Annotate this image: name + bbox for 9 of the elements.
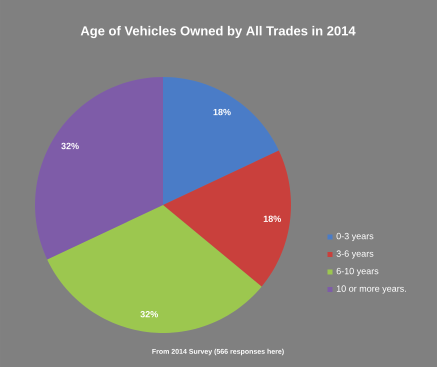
legend-label: 10 or more years.	[336, 285, 406, 294]
legend-label: 3-6 years	[336, 250, 374, 259]
data-label: 18%	[264, 216, 281, 222]
legend-label: 0-3 years	[336, 232, 374, 242]
chart-title: Age of Vehicles Owned by All Trades in 2014	[80, 26, 356, 38]
legend-label: 6-10 years	[336, 268, 378, 276]
data-label: 32%	[140, 311, 158, 318]
data-label: 32%	[61, 142, 79, 150]
data-label: 18%	[214, 108, 231, 116]
